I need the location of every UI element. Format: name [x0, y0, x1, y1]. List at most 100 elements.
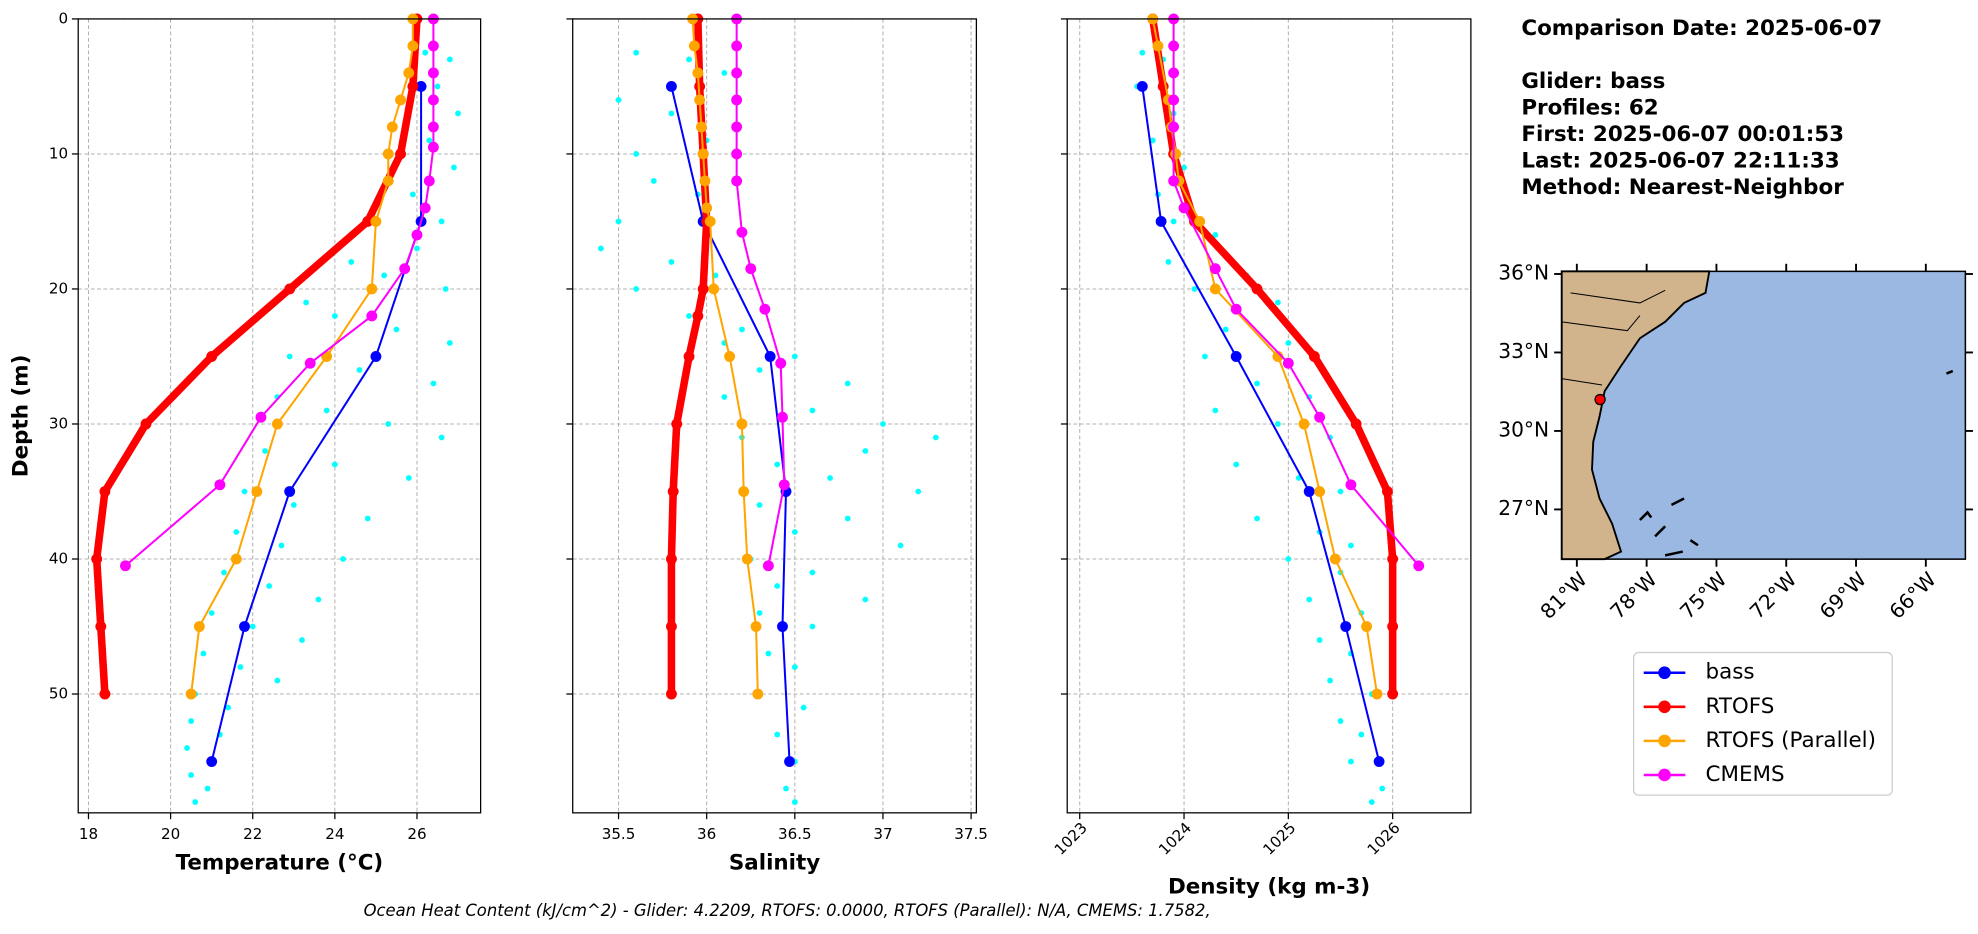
series-marker — [1282, 357, 1294, 369]
glider-point — [862, 448, 869, 454]
series-marker — [1371, 688, 1383, 700]
glider-point — [809, 569, 816, 576]
glider-point — [184, 745, 190, 751]
series-marker — [750, 621, 762, 632]
series-marker — [667, 486, 679, 497]
series-marker — [736, 226, 748, 238]
series-marker — [736, 418, 748, 430]
legend-label: bass — [1706, 660, 1755, 685]
glider-point — [633, 151, 640, 157]
series-line — [1141, 86, 1381, 762]
series-marker — [1152, 40, 1164, 52]
info-line: First: 2025-06-07 00:01:53 — [1521, 122, 1844, 147]
glider-point — [1348, 542, 1354, 549]
legend-marker — [1658, 734, 1671, 748]
glider-point — [791, 799, 798, 805]
glider-point — [668, 259, 675, 265]
legend-marker — [1658, 700, 1671, 714]
series-marker — [1387, 688, 1399, 700]
series-marker — [427, 94, 439, 106]
series-line — [670, 86, 791, 762]
glider-point — [1212, 232, 1219, 238]
series-marker — [694, 94, 706, 106]
map-y-label: 30°N — [1498, 417, 1549, 441]
series-marker — [777, 621, 788, 632]
glider-point — [286, 353, 293, 360]
series-marker — [1361, 621, 1373, 632]
series-marker — [1345, 479, 1357, 491]
glider-point — [315, 596, 322, 603]
series-line — [691, 18, 759, 695]
series-marker — [284, 283, 296, 295]
series-marker — [666, 553, 677, 565]
series-line — [210, 86, 423, 762]
glider-point — [1306, 596, 1313, 603]
series-marker — [399, 263, 411, 275]
series-marker — [1387, 621, 1399, 632]
series-marker — [666, 621, 677, 632]
series-marker — [1413, 560, 1425, 572]
series-marker — [395, 94, 406, 106]
axes-frame — [572, 18, 978, 814]
glider-point — [721, 70, 728, 76]
glider-point — [800, 704, 807, 711]
map-y-label: 33°N — [1498, 339, 1549, 363]
glider-point — [303, 299, 310, 306]
glider-point — [598, 245, 604, 252]
glider-point — [1165, 259, 1172, 265]
series-marker — [692, 310, 704, 322]
x-tick-label: 36 — [697, 825, 716, 843]
series-marker — [99, 688, 111, 700]
series-marker — [1194, 216, 1206, 227]
series-marker — [666, 688, 677, 700]
series-marker — [427, 121, 439, 133]
glider-point — [409, 191, 416, 198]
glider-point — [1149, 137, 1156, 144]
islands — [1639, 369, 1954, 557]
glider-point — [434, 83, 441, 90]
legend-label: RTOFS (Parallel) — [1706, 728, 1876, 753]
glider-point — [262, 448, 268, 454]
series-marker — [731, 67, 743, 79]
glider-point — [756, 502, 763, 508]
series-marker — [745, 263, 757, 275]
glider-point — [809, 623, 816, 630]
series-marker — [704, 216, 716, 227]
info-line: Method: Nearest-Neighbor — [1521, 175, 1844, 200]
glider-point — [1285, 556, 1292, 562]
x-tick-label: 20 — [161, 825, 180, 843]
legend-marker — [1658, 768, 1671, 782]
glider-point — [331, 313, 338, 319]
map-frame — [1560, 270, 1967, 560]
series-marker — [411, 229, 423, 241]
glider-point — [204, 785, 211, 792]
glider-point — [791, 529, 798, 535]
glider-point — [442, 286, 449, 292]
x-tick-label: 24 — [325, 825, 344, 843]
map-y-label: 27°N — [1498, 496, 1549, 520]
glider-point — [721, 394, 728, 400]
x-axis-label: Temperature (°C) — [176, 850, 384, 875]
glider-point — [774, 583, 781, 589]
series-marker — [407, 81, 419, 92]
series-marker — [695, 121, 707, 133]
glider-point — [1233, 461, 1240, 468]
glider-point — [783, 785, 789, 792]
series-marker — [701, 202, 713, 214]
glider-point — [844, 380, 851, 387]
glider-point — [827, 475, 833, 481]
info-line: Last: 2025-06-07 22:11:33 — [1521, 149, 1839, 174]
glider-point — [1337, 718, 1344, 724]
glider-point — [880, 421, 886, 427]
glider-point — [932, 434, 939, 441]
series-marker — [95, 621, 107, 632]
series-marker — [666, 81, 677, 92]
series-marker — [91, 553, 103, 565]
glider-point — [430, 380, 437, 387]
series-marker — [1168, 121, 1180, 133]
series-marker — [731, 175, 743, 187]
series-marker — [759, 303, 771, 315]
glider-point — [739, 326, 745, 333]
series-marker — [419, 202, 431, 214]
